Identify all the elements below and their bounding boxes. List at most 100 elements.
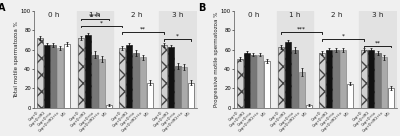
Text: MG: MG (260, 111, 267, 117)
Text: 2 h: 2 h (330, 12, 342, 18)
Bar (326, 50, 332, 108)
Bar (188, 83, 194, 108)
Text: Cap+D+to: Cap+D+to (361, 111, 378, 127)
Y-axis label: Progressive motile spermatozoa %: Progressive motile spermatozoa % (214, 12, 219, 107)
Text: MG: MG (184, 111, 191, 117)
Text: Cap+D+MG: Cap+D+MG (229, 111, 246, 128)
Bar (285, 42, 291, 108)
Text: A: A (0, 3, 5, 13)
Bar (99, 59, 105, 108)
Bar (92, 55, 98, 108)
Bar (264, 61, 270, 108)
Bar (299, 72, 305, 108)
Text: Cap+D: Cap+D (311, 111, 322, 122)
Bar (340, 50, 346, 108)
Text: Cap+D+MG+to: Cap+D+MG+to (362, 111, 384, 133)
Text: Cap+D+MG+to: Cap+D+MG+to (79, 111, 102, 133)
Bar (320, 53, 326, 108)
Bar (237, 59, 243, 108)
Text: Cap+D+to: Cap+D+to (278, 111, 295, 127)
Bar (374, 53, 381, 108)
Text: Cap+D+to: Cap+D+to (78, 111, 95, 127)
Text: **: ** (374, 40, 380, 45)
Bar (57, 48, 63, 108)
Text: Cap+D+MG: Cap+D+MG (70, 111, 88, 128)
Text: 1 h: 1 h (89, 12, 100, 18)
Bar (147, 83, 153, 108)
Text: Cap+D+MG: Cap+D+MG (29, 111, 46, 128)
Text: 3 h: 3 h (372, 12, 383, 18)
Text: Cap+D+MG+to: Cap+D+MG+to (279, 111, 302, 133)
Bar (168, 47, 174, 108)
Text: MG: MG (343, 111, 350, 117)
Text: Cap+D+to: Cap+D+to (37, 111, 54, 127)
Bar (368, 50, 374, 108)
Bar (361, 50, 367, 108)
Bar (50, 45, 56, 108)
Text: 2 h: 2 h (130, 12, 142, 18)
Text: Cap+D+to: Cap+D+to (120, 111, 136, 127)
Text: *: * (342, 34, 345, 39)
Text: Cap+D+MG: Cap+D+MG (112, 111, 129, 128)
Bar (85, 35, 91, 108)
Text: MG: MG (384, 111, 391, 117)
Text: Cap+D+MG: Cap+D+MG (270, 111, 288, 128)
Bar (126, 45, 132, 108)
Text: *: * (100, 20, 103, 25)
Bar (64, 44, 70, 108)
Text: Cap+D+MG: Cap+D+MG (312, 111, 329, 128)
Bar (257, 55, 263, 108)
Text: Cap+D+to: Cap+D+to (237, 111, 254, 127)
Bar (292, 50, 298, 108)
Bar (78, 38, 84, 108)
Text: Cap+D: Cap+D (269, 111, 281, 122)
Text: *: * (176, 34, 179, 39)
Text: Cap+D+MG: Cap+D+MG (353, 111, 371, 128)
Bar (120, 48, 126, 108)
Bar (250, 55, 256, 108)
Bar (77, 11, 113, 108)
Text: ***: *** (297, 27, 306, 32)
Bar (106, 105, 112, 108)
Text: Cap+D: Cap+D (352, 111, 364, 122)
Text: **: ** (140, 27, 146, 32)
Text: Cap+D+to: Cap+D+to (320, 111, 336, 127)
Bar (306, 105, 312, 108)
Text: Cap+D: Cap+D (28, 111, 40, 122)
Bar (182, 67, 188, 108)
Text: Cap+D+MG+to: Cap+D+MG+to (162, 111, 184, 133)
Text: Cap+D+MG+to: Cap+D+MG+to (321, 111, 343, 133)
Text: Cap+D+MG: Cap+D+MG (153, 111, 171, 128)
Text: Cap+D: Cap+D (69, 111, 81, 122)
Bar (278, 47, 284, 108)
Text: MG: MG (302, 111, 308, 117)
Bar (174, 66, 181, 108)
Text: Cap+D+MG+to: Cap+D+MG+to (38, 111, 60, 133)
Text: B: B (198, 3, 205, 13)
Bar (382, 58, 388, 108)
Bar (140, 58, 146, 108)
Bar (360, 11, 396, 108)
Text: 3 h: 3 h (172, 12, 183, 18)
Text: 1 h: 1 h (289, 12, 300, 18)
Bar (133, 53, 139, 108)
Bar (44, 45, 50, 108)
Y-axis label: Total motile spermatozoa %: Total motile spermatozoa % (14, 21, 19, 98)
Text: MG: MG (143, 111, 150, 117)
Text: Cap+D+to: Cap+D+to (161, 111, 178, 127)
Bar (388, 88, 394, 108)
Text: 0 h: 0 h (248, 12, 259, 18)
Text: Cap+D: Cap+D (152, 111, 164, 122)
Bar (277, 11, 313, 108)
Text: Cap+D+MG+to: Cap+D+MG+to (121, 111, 143, 133)
Bar (333, 50, 339, 108)
Bar (244, 53, 250, 108)
Text: Cap+D: Cap+D (111, 111, 122, 122)
Bar (160, 11, 196, 108)
Text: MG: MG (102, 111, 108, 117)
Bar (37, 38, 43, 108)
Text: Cap+D: Cap+D (228, 111, 240, 122)
Text: Cap+D+MG+to: Cap+D+MG+to (238, 111, 260, 133)
Text: MG: MG (60, 111, 67, 117)
Bar (161, 45, 167, 108)
